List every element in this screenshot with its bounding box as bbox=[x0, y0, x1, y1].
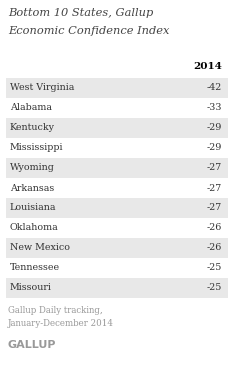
Text: 2014: 2014 bbox=[193, 62, 222, 71]
Text: -27: -27 bbox=[207, 184, 222, 192]
Bar bbox=[6, 238, 228, 258]
Text: -27: -27 bbox=[207, 163, 222, 173]
Text: -25: -25 bbox=[207, 263, 222, 272]
Text: Wyoming: Wyoming bbox=[10, 163, 55, 173]
Text: Alabama: Alabama bbox=[10, 104, 52, 113]
Text: -26: -26 bbox=[207, 244, 222, 253]
Text: GALLUP: GALLUP bbox=[8, 340, 56, 350]
Bar bbox=[6, 118, 228, 138]
Text: Louisiana: Louisiana bbox=[10, 203, 56, 213]
Text: Arkansas: Arkansas bbox=[10, 184, 54, 192]
Text: West Virginia: West Virginia bbox=[10, 83, 74, 92]
Bar bbox=[6, 218, 228, 238]
Text: -33: -33 bbox=[206, 104, 222, 113]
Text: -29: -29 bbox=[207, 123, 222, 132]
Text: New Mexico: New Mexico bbox=[10, 244, 70, 253]
Text: Oklahoma: Oklahoma bbox=[10, 223, 59, 232]
Bar bbox=[6, 98, 228, 118]
Bar bbox=[6, 178, 228, 198]
Bar bbox=[6, 198, 228, 218]
Text: January-December 2014: January-December 2014 bbox=[8, 319, 114, 328]
Text: Tennessee: Tennessee bbox=[10, 263, 60, 272]
Text: Missouri: Missouri bbox=[10, 284, 52, 293]
Text: Economic Confidence Index: Economic Confidence Index bbox=[8, 26, 169, 36]
Text: -42: -42 bbox=[207, 83, 222, 92]
Bar bbox=[6, 258, 228, 278]
Text: -25: -25 bbox=[207, 284, 222, 293]
Bar bbox=[6, 138, 228, 158]
Bar bbox=[6, 158, 228, 178]
Text: -29: -29 bbox=[207, 144, 222, 152]
Bar bbox=[6, 278, 228, 298]
Text: Gallup Daily tracking,: Gallup Daily tracking, bbox=[8, 306, 103, 315]
Text: -26: -26 bbox=[207, 223, 222, 232]
Bar bbox=[6, 78, 228, 98]
Text: Bottom 10 States, Gallup: Bottom 10 States, Gallup bbox=[8, 8, 153, 18]
Text: -27: -27 bbox=[207, 203, 222, 213]
Text: Mississippi: Mississippi bbox=[10, 144, 63, 152]
Text: Kentucky: Kentucky bbox=[10, 123, 55, 132]
